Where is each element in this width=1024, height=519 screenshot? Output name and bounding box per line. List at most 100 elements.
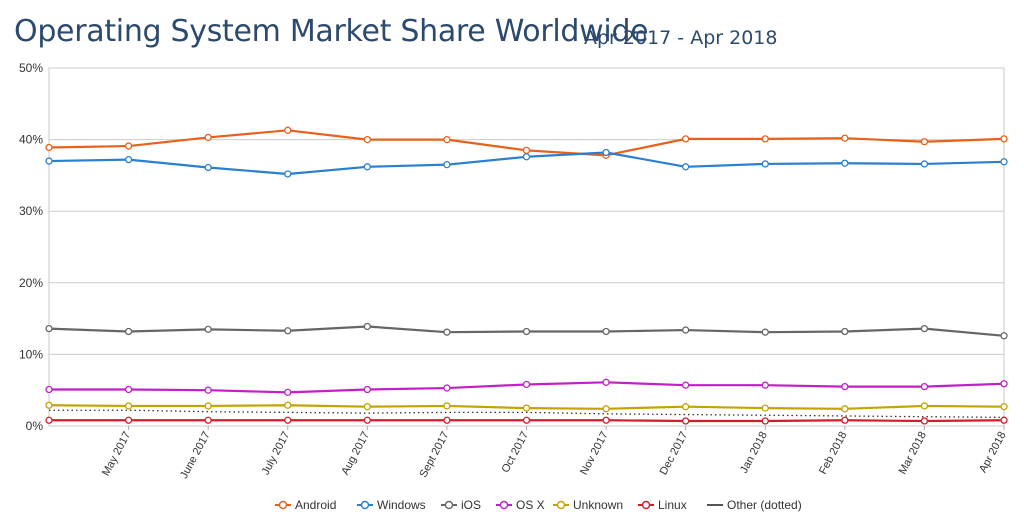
data-point-android: [761, 135, 769, 143]
series-os-x: [45, 378, 1008, 396]
data-point-linux: [682, 417, 690, 425]
data-point-android: [522, 146, 531, 154]
data-point-ios: [443, 328, 451, 336]
data-point-linux: [363, 416, 371, 424]
data-point-android: [682, 135, 690, 143]
data-point-ios: [124, 327, 133, 336]
legend-item-unknown[interactable]: Unknown: [553, 498, 623, 512]
data-point-ios: [682, 326, 690, 334]
data-point-windows: [45, 157, 53, 165]
legend-label: Other (dotted): [727, 498, 802, 512]
y-tick-label: 0%: [26, 419, 44, 433]
data-point-unknown: [363, 403, 371, 411]
x-tick-label: Feb 2018: [817, 430, 849, 477]
data-point-ios: [602, 327, 610, 336]
data-point-android: [284, 126, 292, 134]
data-point-unknown: [45, 401, 53, 409]
x-tick-label: Dec 2017: [658, 430, 691, 477]
data-point-unknown: [204, 402, 212, 410]
series-unknown: [45, 401, 1008, 413]
data-point-os-x: [363, 385, 371, 394]
data-point-os-x: [841, 382, 849, 391]
data-point-windows: [443, 161, 451, 169]
x-tick-label: June 2017: [178, 430, 213, 481]
data-point-windows: [522, 153, 531, 161]
data-point-android: [1000, 135, 1008, 143]
y-tick-label: 40%: [19, 133, 43, 147]
data-point-os-x: [761, 381, 769, 389]
legend-label: Linux: [658, 498, 687, 512]
chart-title: Operating System Market Share Worldwide: [14, 14, 649, 49]
x-tick-label: Jan 2018: [738, 430, 770, 476]
legend-item-other-dotted[interactable]: Other (dotted): [707, 498, 802, 512]
data-point-os-x: [1000, 380, 1008, 388]
legend-item-ios[interactable]: iOS: [441, 498, 481, 512]
data-point-os-x: [443, 384, 451, 392]
x-tick-label: Sept 2017: [417, 430, 451, 480]
data-point-unknown: [682, 403, 690, 411]
data-point-android: [841, 134, 849, 142]
y-tick-label: 50%: [19, 61, 43, 75]
x-tick-label: May 2017: [100, 430, 133, 478]
data-point-linux: [761, 417, 769, 425]
data-point-windows: [761, 160, 769, 168]
data-point-ios: [761, 328, 769, 336]
y-tick-label: 30%: [19, 204, 43, 218]
data-point-unknown: [841, 405, 849, 413]
legend-item-os-x[interactable]: OS X: [496, 498, 545, 512]
y-tick-label: 20%: [19, 276, 43, 290]
x-tick-label: July 2017: [260, 430, 293, 477]
data-point-unknown: [761, 404, 769, 412]
data-point-ios: [841, 327, 849, 336]
x-axis-labels: May 2017 June 2017 July 2017 Aug 2017 Sept 2…: [100, 426, 1009, 481]
legend-marker: [641, 500, 651, 510]
legend-item-windows[interactable]: Windows: [357, 498, 426, 512]
x-tick-label: Oct 2017: [500, 430, 532, 475]
data-point-linux: [443, 416, 451, 424]
data-point-linux: [124, 416, 133, 424]
data-point-unknown: [920, 402, 929, 410]
legend-marker: [278, 500, 288, 510]
data-point-linux: [841, 416, 849, 424]
data-point-unknown: [124, 402, 133, 410]
y-axis-labels: 0% 10% 20% 30% 40% 50%: [19, 61, 43, 433]
data-point-linux: [1000, 416, 1008, 424]
series-line-other-dotted: [49, 409, 1005, 419]
data-point-os-x: [284, 388, 292, 396]
data-point-os-x: [45, 385, 53, 394]
legend-marker: [444, 500, 454, 510]
legend[interactable]: Android Windows iOS OS X Unknown Linux Other (…: [275, 498, 802, 512]
data-point-unknown: [284, 401, 292, 409]
data-point-os-x: [204, 386, 212, 394]
data-point-os-x: [602, 378, 610, 386]
data-point-android: [363, 135, 371, 144]
chart-subtitle: Apr 2017 - Apr 2018: [584, 27, 778, 49]
legend-label: Windows: [377, 498, 426, 512]
x-tick-label: Nov 2017: [578, 430, 611, 477]
series-other-dotted: [49, 409, 1005, 419]
legend-marker: [556, 500, 566, 510]
data-point-unknown: [522, 404, 531, 412]
legend-item-android[interactable]: Android: [275, 498, 336, 512]
y-tick-label: 10%: [19, 347, 43, 361]
data-point-windows: [1000, 158, 1008, 166]
data-point-windows: [682, 163, 690, 171]
legend-label: Unknown: [573, 498, 623, 512]
legend-label: Android: [295, 498, 336, 512]
legend-marker: [499, 500, 509, 510]
legend-marker: [360, 500, 370, 510]
data-point-ios: [1000, 332, 1008, 340]
legend-item-linux[interactable]: Linux: [638, 498, 687, 512]
data-point-windows: [284, 170, 292, 178]
data-point-linux: [522, 416, 531, 424]
data-point-windows: [841, 159, 849, 167]
series-windows: [45, 148, 1008, 178]
data-point-android: [204, 133, 212, 142]
data-point-android: [124, 142, 133, 150]
x-tick-label: Mar 2018: [897, 430, 929, 477]
data-point-unknown: [1000, 403, 1008, 411]
data-point-ios: [363, 322, 371, 331]
data-point-ios: [522, 327, 531, 336]
gridlines: [48, 67, 1005, 427]
data-point-android: [443, 135, 451, 144]
